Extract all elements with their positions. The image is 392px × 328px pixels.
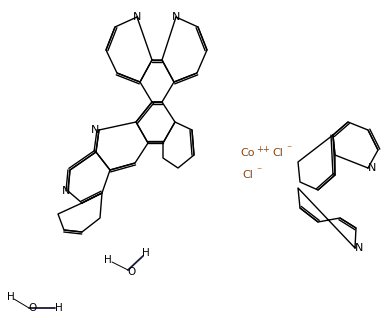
Text: ++: ++	[256, 145, 270, 154]
Text: O: O	[29, 303, 37, 313]
Text: N: N	[368, 163, 376, 173]
Text: N: N	[172, 12, 180, 22]
Text: H: H	[55, 303, 63, 313]
Text: Co: Co	[241, 148, 255, 158]
Text: N: N	[62, 186, 70, 196]
Text: N: N	[91, 125, 99, 135]
Text: Cl: Cl	[272, 148, 283, 158]
Text: ⁻: ⁻	[287, 144, 292, 154]
Text: H: H	[142, 248, 150, 258]
Text: Cl: Cl	[243, 170, 254, 180]
Text: N: N	[133, 12, 141, 22]
Text: H: H	[104, 255, 112, 265]
Text: ⁻: ⁻	[256, 166, 261, 176]
Text: N: N	[355, 243, 363, 253]
Text: H: H	[7, 292, 15, 302]
Text: O: O	[128, 267, 136, 277]
